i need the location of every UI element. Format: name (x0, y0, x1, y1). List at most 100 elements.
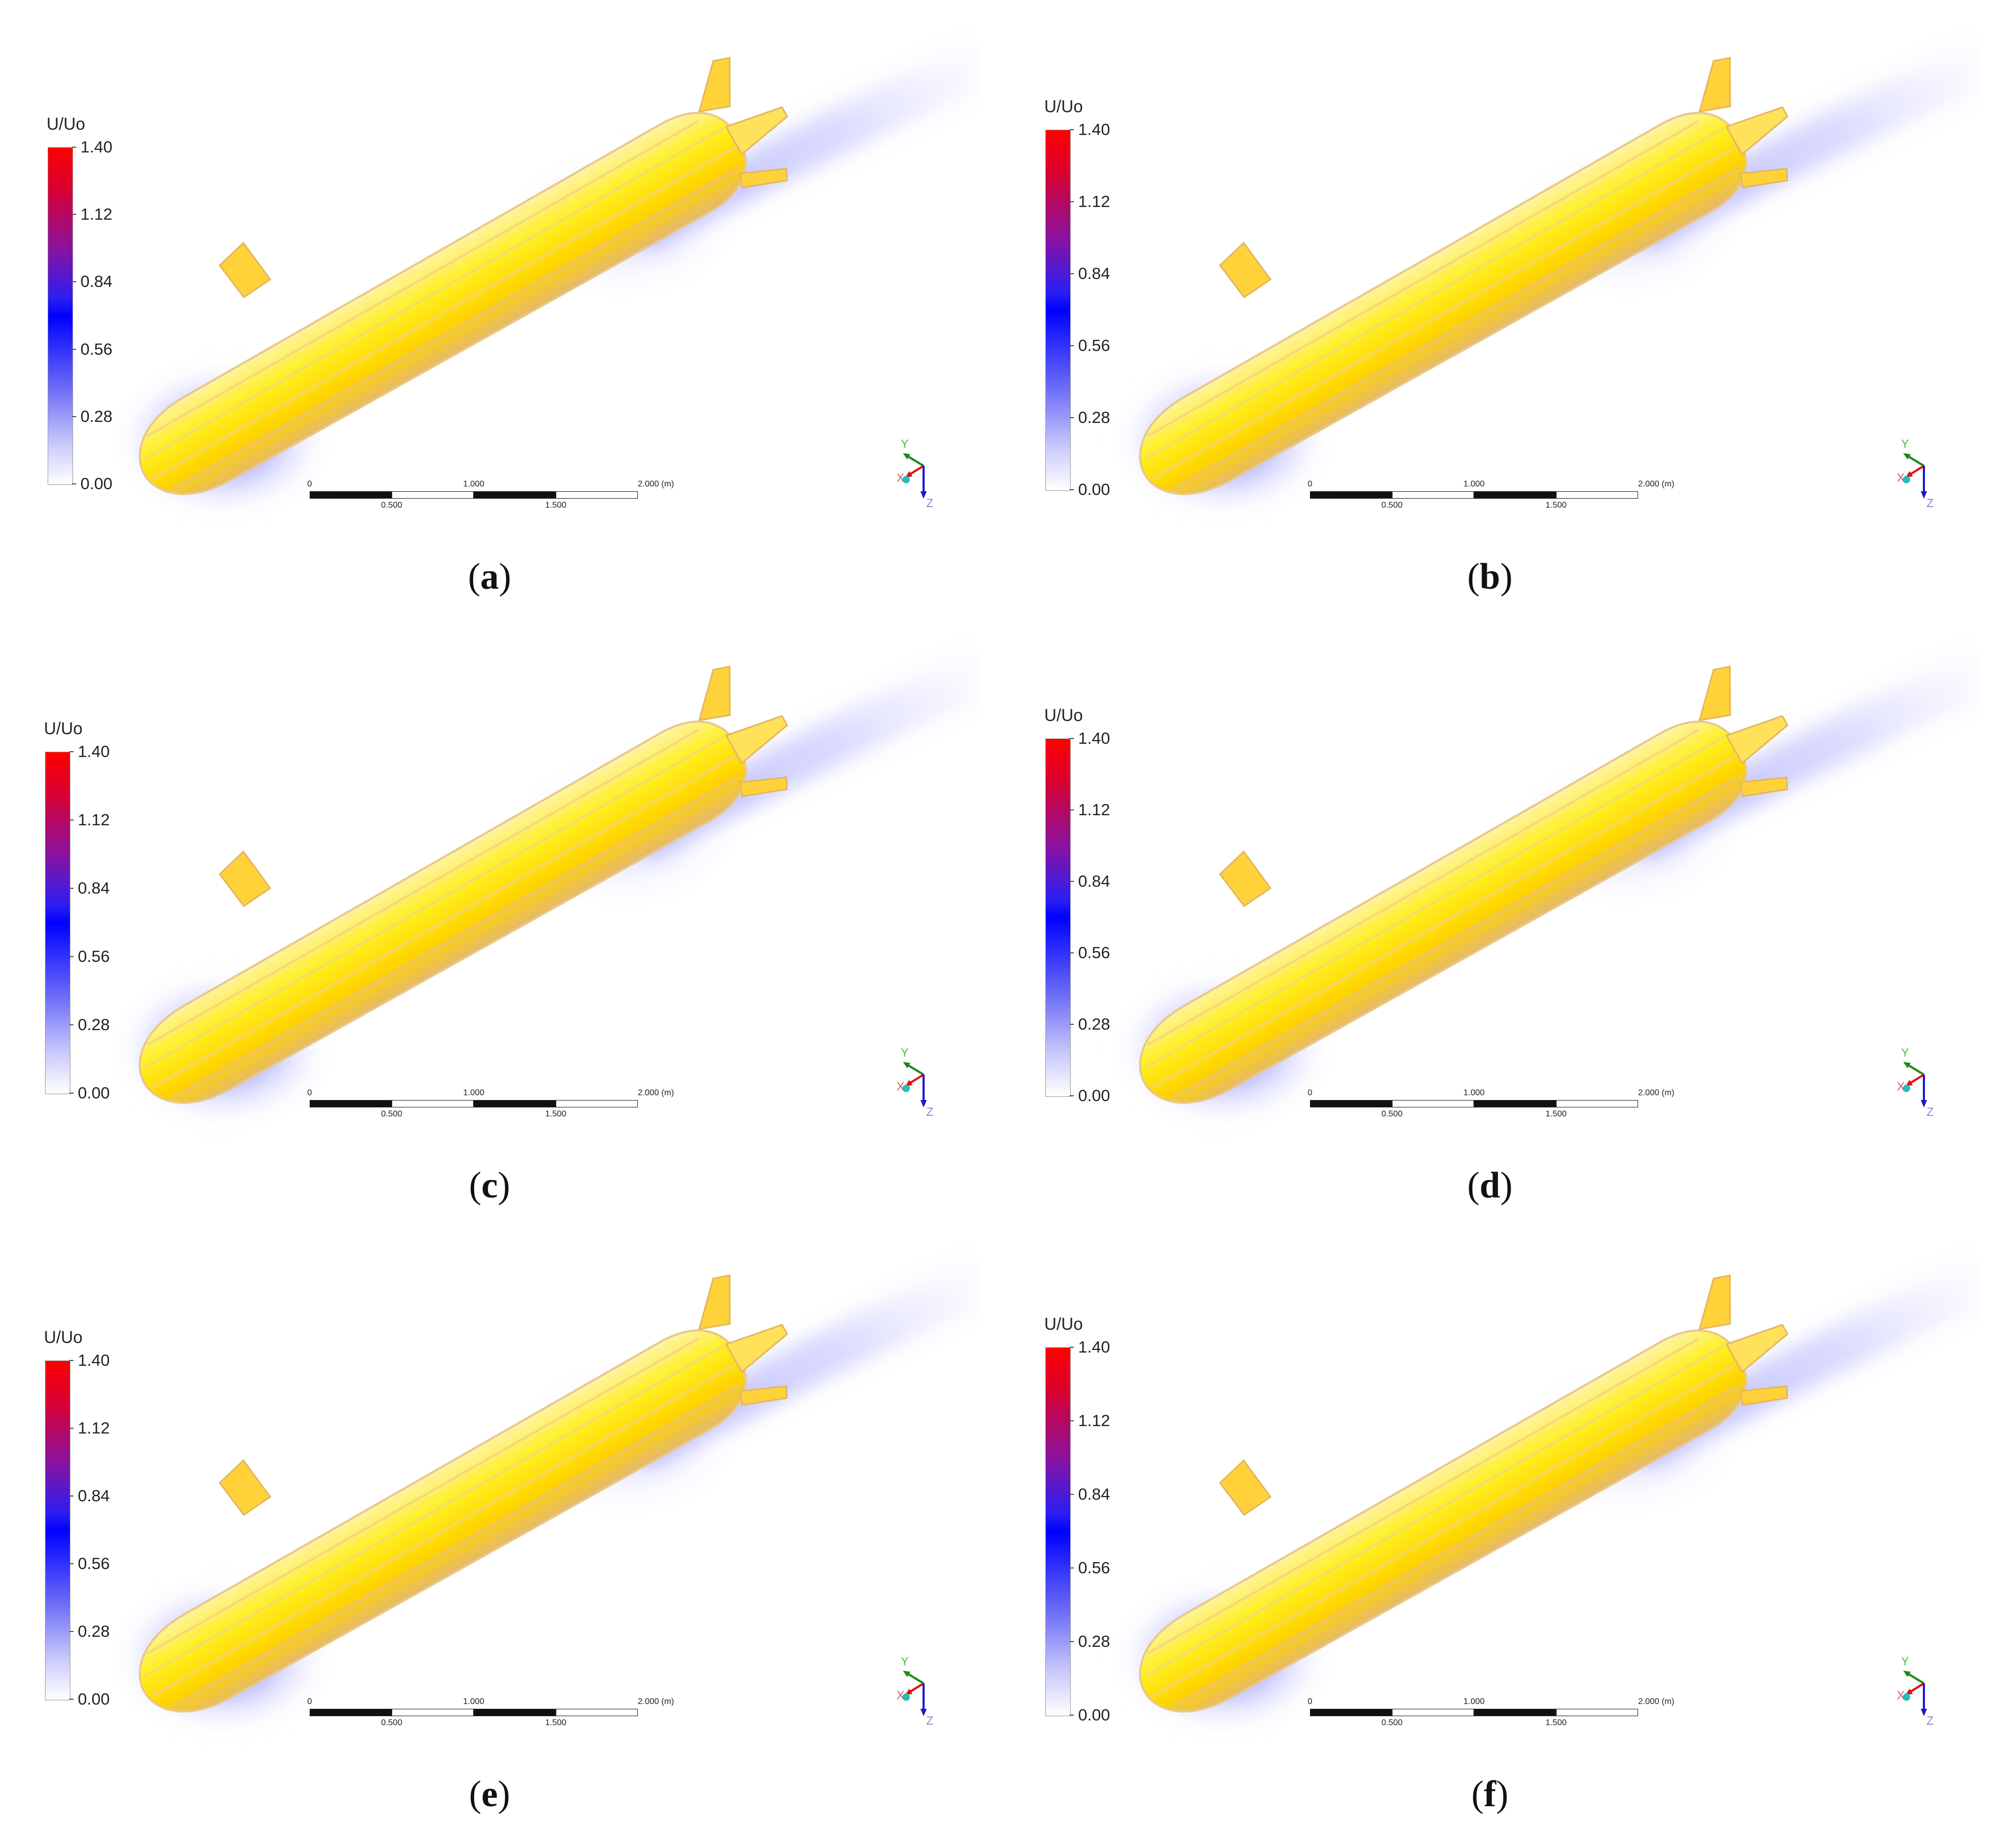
legend-tick (72, 416, 76, 417)
tail-fin-upper (698, 1274, 731, 1330)
scale-label: 2.000 (m) (1638, 480, 1675, 489)
legend-tick (69, 1563, 74, 1564)
tail-fin-lower (1740, 776, 1788, 797)
axis-z-label: Z (926, 497, 934, 510)
legend-tick (1070, 1420, 1074, 1421)
tail-cone (725, 1323, 789, 1373)
scale-bar: 0 1.000 2.000 (m) 0.500 1.500 (308, 480, 674, 513)
legend-tick (72, 281, 76, 283)
axis-y-label: Y (1901, 1655, 1909, 1668)
submarine-sail (1219, 241, 1272, 299)
legend-tick-label: 0.00 (1078, 1706, 1110, 1724)
hull-band (1171, 167, 1739, 492)
scale-label: 0 (307, 1088, 312, 1097)
tail-fin-lower (1740, 1385, 1788, 1406)
legend-tick-label: 1.12 (1078, 800, 1110, 819)
scale-segment (1310, 1709, 1392, 1716)
scale-label: 0 (1307, 1697, 1313, 1706)
scale-segment (1474, 1709, 1556, 1716)
legend-tick (1070, 1024, 1074, 1025)
axis-x-label: X (897, 471, 905, 484)
scale-segment (1310, 1100, 1392, 1107)
scale-label: 1.500 (545, 1110, 567, 1119)
scale-label: 0.500 (381, 1110, 403, 1119)
scale-label: 1.500 (1545, 1110, 1567, 1119)
tail-fin-upper (698, 665, 731, 722)
scale-segment (556, 1709, 638, 1716)
legend-tick (1070, 881, 1074, 882)
legend-tick-label: 1.12 (1078, 1411, 1110, 1430)
caption-letter: c (481, 1165, 498, 1206)
legend-tick-label: 1.40 (1078, 729, 1110, 747)
panel-caption: (a) (0, 556, 979, 598)
panel-caption: (b) (1000, 556, 1979, 598)
scale-label: 0 (1307, 480, 1313, 489)
axis-triad: Y X Z (1895, 1043, 1953, 1122)
tail-fin-upper (1698, 1274, 1731, 1330)
hull-band (1152, 753, 1738, 1089)
scale-bar: 0 1.000 2.000 (m) 0.500 1.500 (307, 1697, 674, 1731)
scale-bar: 0 1.000 2.000 (m) 0.500 1.500 (1307, 480, 1675, 513)
legend-tick-label: 1.40 (78, 1351, 110, 1369)
caption-open: ( (1467, 1165, 1480, 1206)
scale-segment (1556, 491, 1638, 499)
scale-label: 2.000 (m) (638, 1088, 674, 1097)
legend-tick (72, 483, 76, 484)
panel-c: U/Uo 1.40 1.12 0.84 0.56 0.28 0.00 0 1.0… (0, 609, 979, 1207)
submarine-sail (1219, 850, 1272, 907)
legend-tick-label: 0.84 (78, 1486, 110, 1505)
hull-band (171, 1385, 739, 1709)
tail-cone (1725, 106, 1789, 156)
axis-triad-icon (1903, 1671, 1927, 1716)
legend-tick-label: 1.12 (1078, 192, 1110, 211)
scale-label: 2.000 (m) (638, 480, 674, 489)
submarine-hull (139, 720, 747, 1104)
scale-label: 1.000 (1463, 480, 1485, 489)
scale-label: 0.500 (1381, 1110, 1403, 1119)
axis-triad-icon (902, 1671, 927, 1716)
caption-letter: b (1479, 556, 1500, 597)
hull-band (144, 1344, 725, 1678)
submarine-sail (219, 1459, 272, 1516)
axis-triad: Y X Z (894, 1043, 953, 1122)
legend-title: U/Uo (1044, 1314, 1083, 1333)
velocity-contour-plot: U/Uo 1.40 1.12 0.84 0.56 0.28 0.00 0 1.0… (0, 1218, 979, 1773)
legend-tick (72, 348, 76, 350)
scale-segment (556, 1100, 638, 1107)
hull-band (1146, 1337, 1700, 1655)
hull-band (144, 127, 725, 460)
scale-label: 1.500 (545, 1718, 567, 1727)
hull-band (1144, 735, 1725, 1069)
submarine-hull (1139, 1329, 1747, 1713)
tail-fin-upper (1698, 665, 1731, 722)
legend-tick (1070, 345, 1074, 346)
scale-segment (556, 491, 638, 499)
scale-label: 0 (307, 1697, 312, 1706)
submarine-hull (139, 112, 747, 495)
axis-triad: Y X Z (894, 434, 953, 513)
panel-b: U/Uo 1.40 1.12 0.84 0.56 0.28 0.00 0 1.0… (1000, 0, 1979, 598)
scale-label: 1.500 (1545, 501, 1567, 510)
scale-segment (1474, 491, 1556, 499)
legend-color-bar (1045, 1347, 1071, 1716)
legend-color-bar (48, 147, 73, 485)
legend-tick-label: 0.84 (80, 272, 113, 291)
hull-band (1144, 127, 1725, 460)
legend-tick-label: 0.00 (80, 474, 113, 493)
legend-tick (69, 1495, 74, 1497)
scale-label: 1.000 (463, 1697, 485, 1706)
velocity-contour-plot: U/Uo 1.40 1.12 0.84 0.56 0.28 0.00 0 1.0… (0, 0, 979, 556)
axis-y-label: Y (901, 1046, 909, 1059)
legend-tick-label: 0.28 (1078, 1632, 1110, 1651)
legend-tick-label: 1.40 (80, 138, 113, 156)
hull-band (146, 728, 700, 1047)
velocity-contour-plot: U/Uo 1.40 1.12 0.84 0.56 0.28 0.00 0 1.0… (1000, 0, 1979, 556)
scale-segment (310, 1100, 392, 1107)
hull-band (1152, 145, 1738, 480)
legend-tick-label: 1.40 (78, 742, 110, 761)
legend-tick (1070, 1715, 1074, 1716)
legend-color-bar (45, 752, 70, 1094)
legend-title: U/Uo (1044, 97, 1083, 116)
axis-triad: Y X Z (1895, 434, 1953, 513)
axis-triad: Y X Z (1895, 1652, 1953, 1731)
